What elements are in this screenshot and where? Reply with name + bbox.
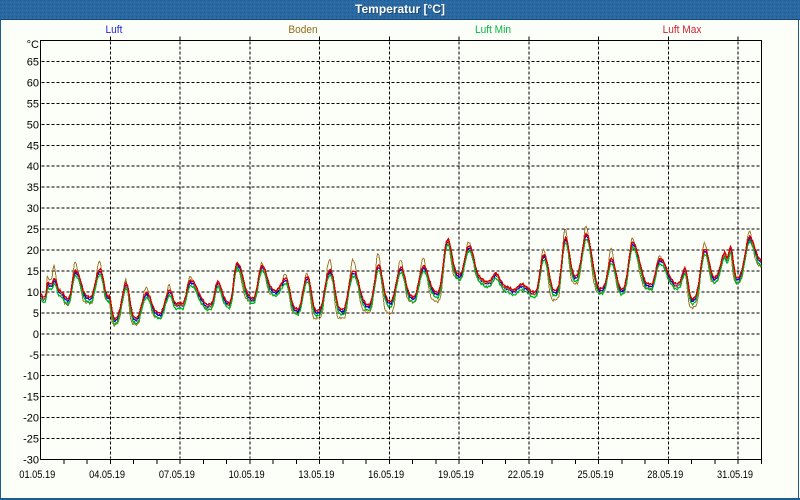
- svg-text:45: 45: [27, 140, 39, 152]
- svg-text:15: 15: [27, 266, 39, 278]
- svg-text:40: 40: [27, 161, 39, 173]
- svg-text:-20: -20: [23, 413, 39, 425]
- svg-text:0: 0: [33, 329, 39, 341]
- svg-text:-25: -25: [23, 434, 39, 446]
- svg-text:07.05.19: 07.05.19: [159, 469, 195, 481]
- svg-text:16.05.19: 16.05.19: [368, 469, 404, 481]
- svg-text:04.05.19: 04.05.19: [89, 469, 125, 481]
- svg-text:60: 60: [27, 77, 39, 89]
- svg-text:20: 20: [27, 245, 39, 257]
- svg-text:10.05.19: 10.05.19: [229, 469, 265, 481]
- svg-text:5: 5: [33, 308, 39, 320]
- svg-text:-15: -15: [23, 392, 39, 404]
- svg-text:22.05.19: 22.05.19: [508, 469, 544, 481]
- svg-text:-5: -5: [29, 350, 39, 362]
- svg-text:10: 10: [27, 287, 39, 299]
- svg-text:25.05.19: 25.05.19: [577, 469, 613, 481]
- svg-text:35: 35: [27, 182, 39, 194]
- svg-text:13.05.19: 13.05.19: [298, 469, 334, 481]
- svg-text:55: 55: [27, 98, 39, 110]
- svg-text:65: 65: [27, 56, 39, 68]
- svg-text:50: 50: [27, 119, 39, 131]
- svg-text:°C: °C: [27, 39, 39, 51]
- svg-text:19.05.19: 19.05.19: [438, 469, 474, 481]
- svg-text:28.05.19: 28.05.19: [647, 469, 683, 481]
- svg-text:25: 25: [27, 224, 39, 236]
- svg-text:-30: -30: [23, 455, 39, 467]
- svg-text:30: 30: [27, 203, 39, 215]
- svg-text:31.05.19: 31.05.19: [717, 469, 753, 481]
- svg-text:-10: -10: [23, 371, 39, 383]
- svg-text:01.05.19: 01.05.19: [19, 469, 55, 481]
